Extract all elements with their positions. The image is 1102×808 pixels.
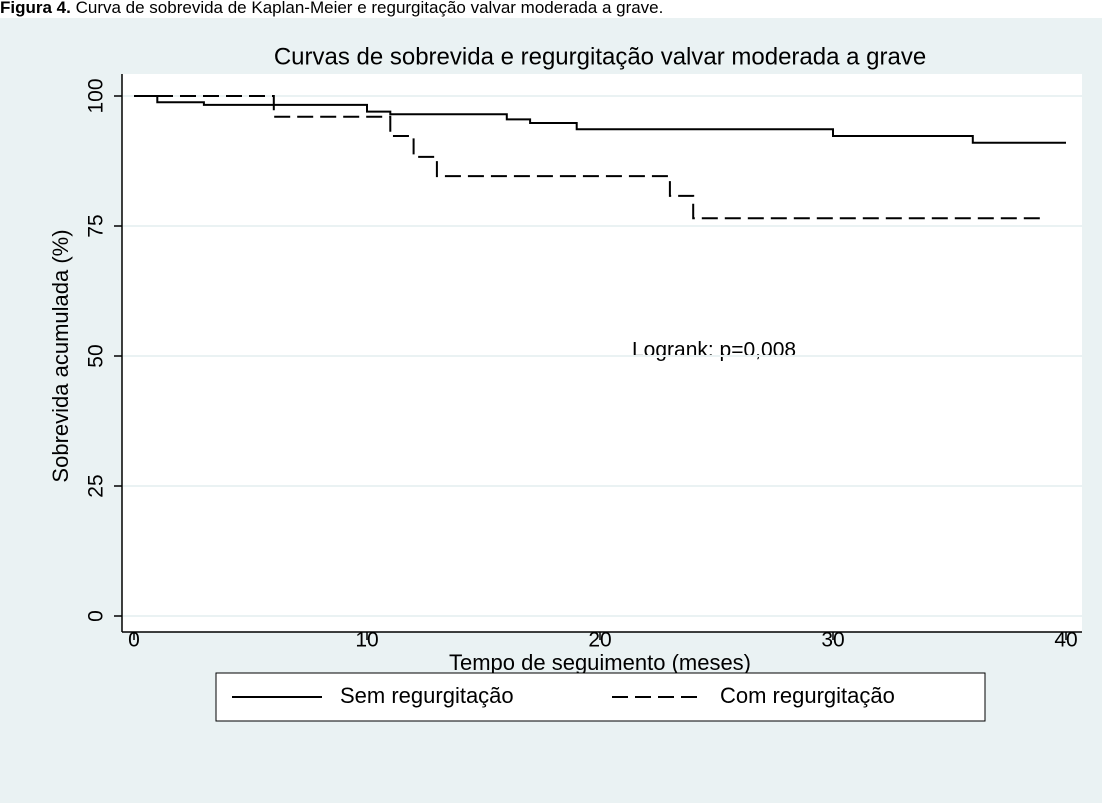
legend: [215, 672, 986, 722]
x-axis-label: Tempo de seguimento (meses): [449, 650, 751, 675]
chart-title: Curvas de sobrevida e regurgitação valva…: [274, 43, 926, 70]
y-tick-label: 25: [85, 474, 108, 497]
y-tick-label: 100: [85, 78, 108, 113]
x-tick-label: 40: [1054, 629, 1077, 652]
x-tick-label: 0: [128, 629, 140, 652]
legend-label: Sem regurgitação: [340, 683, 514, 708]
legend-label: Com regurgitação: [720, 683, 895, 708]
survival-curve: [134, 95, 1066, 144]
y-tick-label: 75: [85, 214, 108, 237]
caption-text: Curva de sobrevida de Kaplan-Meier e reg…: [76, 0, 664, 17]
x-tick-label: 30: [821, 629, 844, 652]
plot-area: [122, 74, 1082, 632]
x-tick-label: 20: [588, 629, 611, 652]
y-tick-label: 50: [85, 344, 108, 367]
survival-curve: [134, 95, 1043, 220]
caption-label: Figura 4.: [0, 0, 71, 17]
x-tick-label: 10: [355, 629, 378, 652]
annotation: Logrank: p=0,008: [632, 339, 796, 362]
caption: Figura 4. Curva de sobrevida de Kaplan-M…: [0, 0, 663, 17]
y-tick-label: 0: [85, 610, 108, 622]
y-axis-label: Sobrevida acumulada (%): [48, 229, 73, 482]
